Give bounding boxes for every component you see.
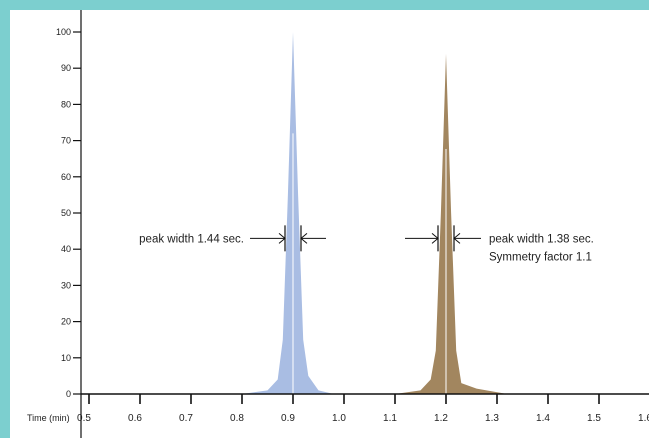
y-tick-label-0: 0 <box>66 389 71 399</box>
chromatogram-chart: 0 10 20 30 40 50 60 70 80 90 100 0.5 0.6 0.7 0.8 0.9 1.0… <box>27 10 649 438</box>
arrowhead-right-2 <box>453 232 461 244</box>
x-tick-label-3: 0.8 <box>230 413 244 424</box>
x-tick-label-7: 1.2 <box>434 413 448 424</box>
x-tick-label-1: 0.6 <box>128 413 142 424</box>
peak-1 <box>242 32 334 394</box>
x-tick-label-11: 1.6 <box>638 413 649 424</box>
y-tick-label-70: 70 <box>61 136 71 146</box>
y-tick-label-80: 80 <box>61 99 71 109</box>
y-tick-label-90: 90 <box>61 63 71 73</box>
axes-layer: 0 10 20 30 40 50 60 70 80 90 100 0.5 0.6 0.7 0.8 0.9 1.0… <box>56 10 649 438</box>
arrowhead-left-1 <box>278 232 286 244</box>
x-axis-label: Time (min) <box>27 413 70 423</box>
x-tick-label-9: 1.4 <box>536 413 550 424</box>
y-tick-label-100: 100 <box>56 27 71 37</box>
annotations-layer: peak width 1.44 sec. peak width 1.38 sec.… <box>139 225 594 263</box>
annotation-symmetry-factor: Symmetry factor 1.1 <box>489 251 592 263</box>
peaks-layer <box>242 32 508 394</box>
y-tick-label-30: 30 <box>61 280 71 290</box>
x-tick-label-6: 1.1 <box>383 413 397 424</box>
x-tick-label-0: 0.5 <box>77 413 91 424</box>
y-tick-label-20: 20 <box>61 317 71 327</box>
x-tick-label-10: 1.5 <box>587 413 601 424</box>
x-tick-label-8: 1.3 <box>485 413 499 424</box>
x-tick-label-4: 0.9 <box>281 413 295 424</box>
y-tick-label-60: 60 <box>61 172 71 182</box>
x-tick-label-5: 1.0 <box>332 413 346 424</box>
y-tick-label-40: 40 <box>61 244 71 254</box>
chart-frame: 0 10 20 30 40 50 60 70 80 90 100 0.5 0.6 0.7 0.8 0.9 1.0… <box>10 10 649 438</box>
annotation-peak-2-width: peak width 1.38 sec. <box>489 233 594 245</box>
y-tick-label-10: 10 <box>61 353 71 363</box>
y-tick-label-50: 50 <box>61 208 71 218</box>
annotation-peak-1-width: peak width 1.44 sec. <box>139 233 244 245</box>
peak-2 <box>395 53 508 394</box>
arrowhead-left-2 <box>431 232 439 244</box>
arrowhead-right-1 <box>300 232 308 244</box>
x-tick-label-2: 0.7 <box>179 413 193 424</box>
